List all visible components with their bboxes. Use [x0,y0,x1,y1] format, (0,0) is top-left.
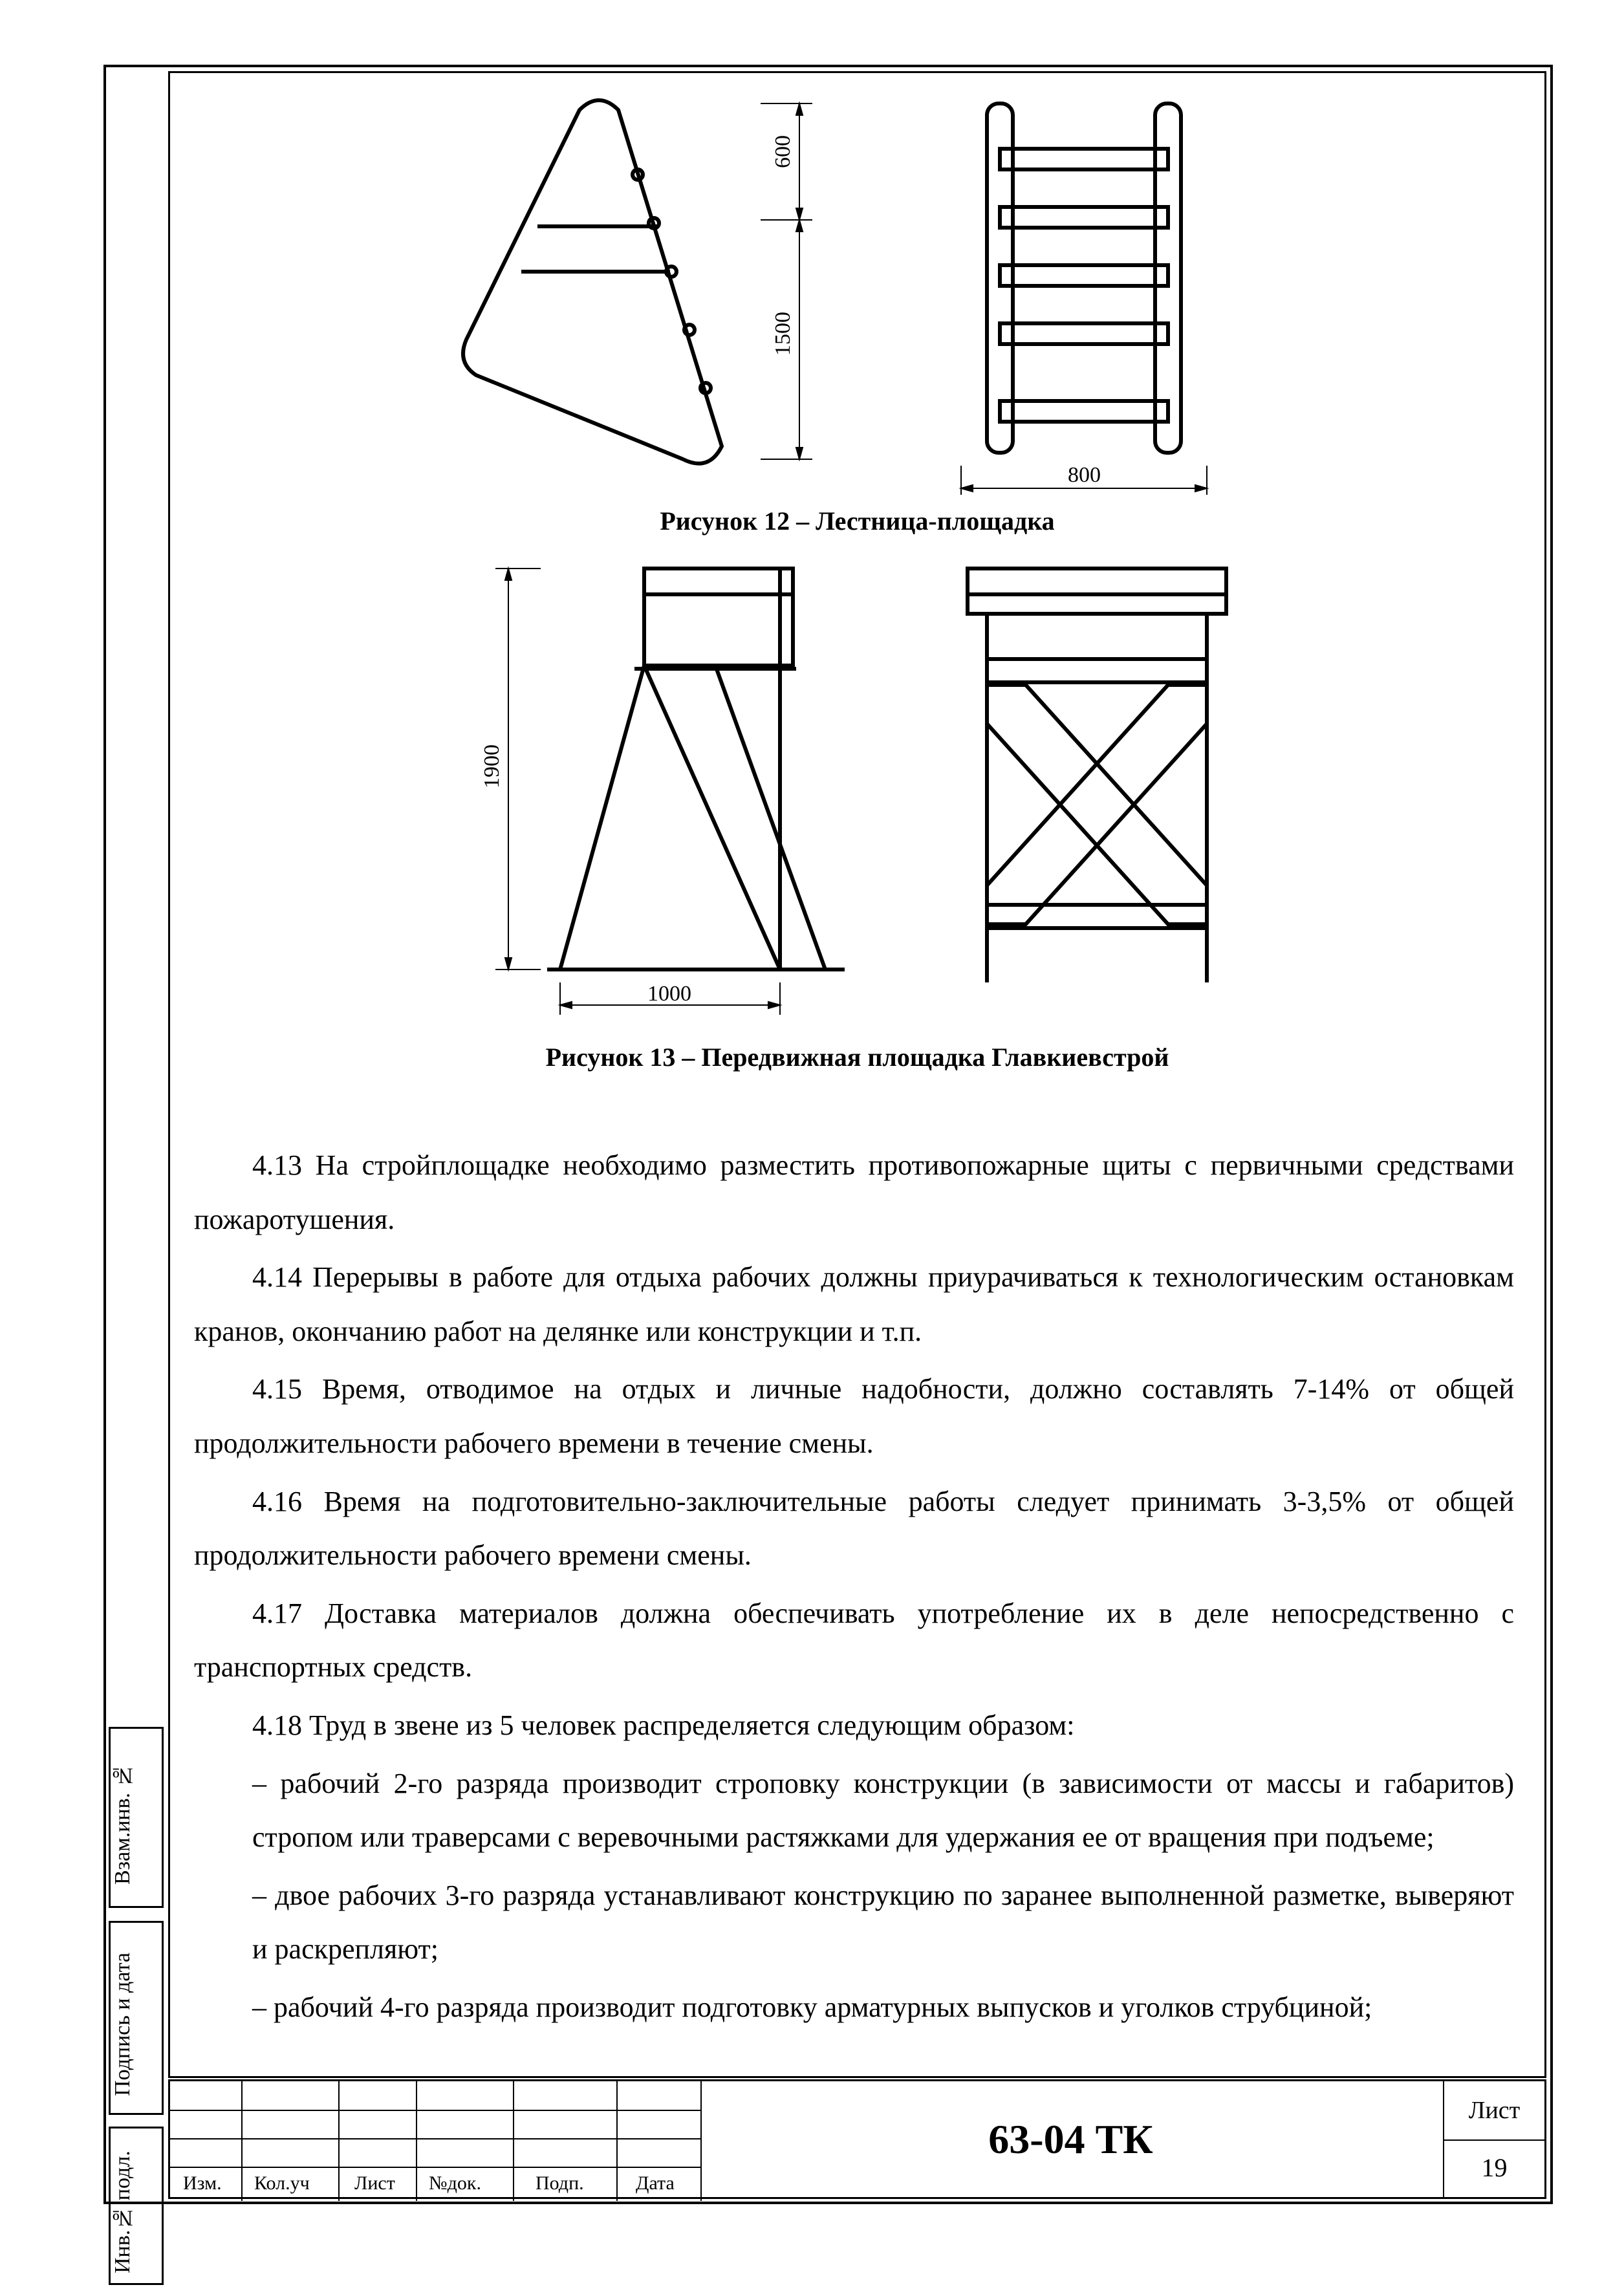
dim-1900: 1900 [480,744,504,788]
para-4-18: 4.18 Труд в звене из 5 человек распредел… [194,1698,1514,1753]
page: Взам.инв. № Подпись и дата Инв.№ подл. [0,0,1624,2282]
dim-1000: 1000 [647,982,691,1006]
stamp-podpis-data-label: Подпись и дата [111,1923,162,2126]
para-4-15: 4.15 Время, отводимое на отдых и личные … [194,1362,1514,1470]
para-4-17: 4.17 Доставка материалов должна обеспечи… [194,1587,1514,1695]
dim-1500: 1500 [771,312,795,356]
para-4-13: 4.13 На стройплощадке необходимо размест… [194,1138,1514,1246]
stamp-podpis-data: Подпись и дата [109,1921,164,2115]
para-4-16: 4.16 Время на подготовительно-заключител… [194,1475,1514,1583]
stamp-vzam-inv-label: Взам.инв. № [111,1729,162,1919]
bullet-1: рабочий 2-го разряда производит строповк… [194,1757,1514,1865]
bullet-2: двое рабочих 3-го разряда устанавливают … [194,1868,1514,1977]
list-label: Лист [1443,2081,1544,2141]
hdr-ndok: №док. [429,2172,481,2194]
body-text: 4.13 На стройплощадке необходимо размест… [194,1138,1514,2039]
figures-area: 600 1500 [181,84,1533,1119]
dim-800: 800 [1068,463,1101,487]
hdr-koluch: Кол.уч [254,2172,310,2194]
stamp-vzam-inv: Взам.инв. № [109,1727,164,1908]
hdr-list: Лист [354,2172,395,2194]
figure-13-caption: Рисунок 13 – Передвижная площадка Главки… [181,1042,1533,1072]
doc-code: 63-04 ТК [700,2081,1441,2197]
stamp-inv-podl-label: Инв.№ подл. [111,2128,162,2296]
page-number: 19 [1443,2138,1544,2197]
title-block: Изм. Кол.уч Лист №док. Подп. Дата 63-04 … [168,2079,1546,2199]
hdr-izm: Изм. [183,2172,222,2194]
bullet-3: рабочий 4-го разряда производит подготов… [194,1980,1514,2035]
hdr-podp: Подп. [536,2172,584,2194]
figure-13-svg: 1900 1000 [308,556,1407,1034]
para-4-14: 4.14 Перерывы в работе для отдыха рабочи… [194,1250,1514,1358]
figure-12-svg: 600 1500 [308,84,1407,498]
dim-600: 600 [771,135,795,168]
stamp-inv-podl: Инв.№ подл. [109,2127,164,2285]
hdr-data: Дата [636,2172,675,2194]
figure-12-caption: Рисунок 12 – Лестница-площадка [181,506,1533,536]
